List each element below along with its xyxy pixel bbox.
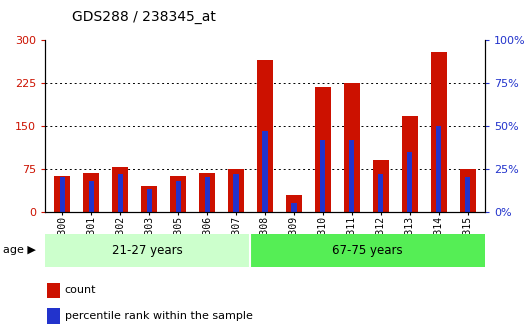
Text: GDS288 / 238345_at: GDS288 / 238345_at: [72, 10, 215, 24]
Bar: [250, 234, 485, 267]
Bar: [142, 186, 157, 212]
Bar: [47, 308, 59, 324]
Text: 67-75 years: 67-75 years: [332, 244, 403, 257]
Bar: [407, 152, 412, 212]
Text: age ▶: age ▶: [3, 245, 36, 255]
Bar: [55, 176, 70, 212]
Bar: [436, 126, 441, 212]
Bar: [344, 83, 360, 212]
Text: percentile rank within the sample: percentile rank within the sample: [65, 311, 253, 321]
Bar: [118, 174, 123, 212]
Text: 21-27 years: 21-27 years: [112, 244, 183, 257]
Bar: [60, 177, 65, 212]
Bar: [89, 181, 94, 212]
Bar: [170, 176, 186, 212]
Bar: [205, 177, 210, 212]
Bar: [47, 283, 59, 298]
Bar: [465, 177, 470, 212]
Bar: [45, 234, 250, 267]
Bar: [199, 173, 215, 212]
Bar: [349, 140, 355, 212]
Bar: [112, 167, 128, 212]
Bar: [147, 190, 152, 212]
Bar: [262, 131, 268, 212]
Bar: [320, 140, 325, 212]
Bar: [402, 116, 418, 212]
Bar: [373, 160, 388, 212]
Bar: [431, 52, 447, 212]
Bar: [83, 173, 99, 212]
Bar: [460, 169, 475, 212]
Bar: [292, 203, 297, 212]
Bar: [286, 195, 302, 212]
Bar: [175, 181, 181, 212]
Bar: [228, 169, 244, 212]
Bar: [315, 87, 331, 212]
Bar: [257, 60, 273, 212]
Bar: [378, 174, 383, 212]
Bar: [233, 174, 238, 212]
Text: count: count: [65, 285, 96, 295]
